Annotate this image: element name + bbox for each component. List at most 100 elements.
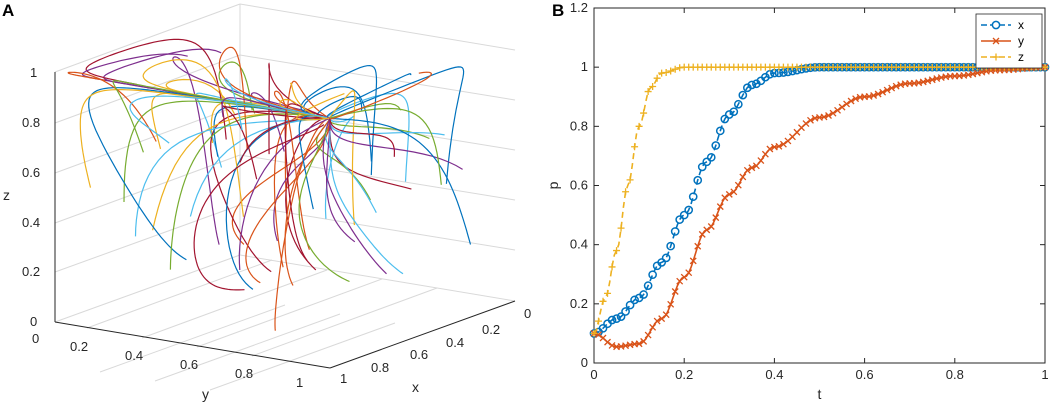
x-axis-label: x: [412, 379, 419, 395]
legend-marker-z: [992, 53, 1000, 61]
marker-y: [820, 113, 828, 121]
z-tick-0-8: 0.8: [22, 115, 40, 130]
marker-y: [707, 223, 715, 230]
marker-y: [847, 97, 855, 105]
trajectory-line: [142, 59, 245, 217]
marker-z: [640, 109, 648, 117]
marker-y: [852, 95, 860, 103]
trajectory-line: [284, 103, 328, 261]
trajectory-line: [329, 119, 395, 157]
y-tick-0-8: 0.8: [235, 366, 253, 381]
trajectory-line: [329, 90, 356, 226]
marker-y: [743, 166, 751, 174]
z-tick-0-2: 0.2: [22, 264, 40, 279]
marker-y: [739, 173, 747, 181]
marker-y: [779, 140, 787, 148]
marker-y: [734, 181, 742, 189]
marker-x: [693, 175, 703, 185]
marker-y: [712, 214, 720, 222]
marker-x: [648, 270, 657, 280]
x-tick-0: 0: [524, 306, 531, 321]
legend-marker-y: [992, 37, 1000, 45]
marker-y: [807, 116, 814, 124]
x-tick-0-6: 0.6: [410, 347, 428, 362]
legend-label-y: y: [1018, 34, 1024, 48]
panel-a-y-ticks: 0 0.2 0.4 0.6 0.8 1: [32, 331, 303, 390]
marker-z: [662, 69, 670, 77]
marker-x: [639, 290, 648, 299]
b-x-tick-label: 0.2: [675, 367, 693, 382]
marker-z: [617, 224, 625, 232]
marker-y: [685, 269, 693, 277]
b-x-tick-label: 0.6: [856, 367, 874, 382]
marker-y: [730, 188, 738, 196]
x-tick-0-8: 0.8: [371, 360, 389, 375]
marker-y: [716, 203, 724, 211]
marker-x: [675, 215, 685, 224]
y-tick-0-4: 0.4: [125, 348, 143, 363]
marker-y: [879, 88, 887, 96]
marker-z: [1041, 63, 1049, 71]
b-x-tick-label: 0: [590, 367, 597, 382]
marker-z: [608, 263, 616, 271]
marker-z: [599, 297, 607, 305]
b-y-tick-label: 0.6: [570, 178, 588, 193]
marker-y: [703, 226, 711, 234]
x-tick-0-4: 0.4: [446, 335, 464, 350]
legend-marker-x: [991, 20, 1001, 30]
marker-x: [607, 315, 617, 325]
marker-y: [635, 340, 643, 348]
marker-x: [715, 126, 725, 136]
panel-b-label: B: [552, 1, 564, 20]
marker-x: [688, 192, 698, 202]
marker-x: [666, 241, 676, 251]
panel-b-axes: 0 0.2 0.4 0.6 0.8 1 0 0.2 0.4 0.6 0.8 1 1.2 t p xyz: [545, 0, 1050, 402]
y-tick-0: 0: [32, 331, 39, 346]
legend-label-z: z: [1018, 50, 1024, 64]
marker-y: [653, 317, 661, 325]
trajectory-line: [129, 95, 298, 144]
marker-y: [766, 145, 774, 153]
marker-z: [622, 188, 630, 196]
trajectory-line: [224, 78, 327, 131]
panel-a-front-axes: [54, 72, 516, 369]
z-axis-label: z: [3, 187, 10, 203]
marker-x: [711, 141, 721, 150]
marker-x: [738, 90, 748, 100]
y-tick-0-2: 0.2: [70, 339, 88, 354]
marker-z: [671, 65, 679, 73]
b-x-axis-label: t: [818, 386, 822, 402]
z-tick-1: 1: [30, 65, 37, 80]
marker-y: [843, 100, 851, 108]
b-y-tick-label: 1.2: [570, 0, 588, 15]
b-y-tick-label: 1: [581, 59, 588, 74]
b-x-tick-label: 0.8: [946, 367, 964, 382]
marker-y: [640, 337, 648, 345]
marker-z: [595, 317, 603, 325]
marker-x: [625, 300, 635, 310]
marker-y: [644, 331, 652, 339]
trajectory-line: [218, 46, 302, 150]
marker-y: [757, 157, 765, 165]
b-y-axis-label: p: [545, 181, 561, 189]
marker-y: [888, 84, 896, 92]
marker-y: [604, 338, 611, 346]
marker-x: [621, 307, 630, 316]
panel-a-label: A: [2, 1, 14, 20]
marker-x: [679, 210, 689, 220]
marker-y: [834, 106, 841, 114]
marker-z: [613, 247, 621, 255]
marker-x: [612, 314, 621, 323]
marker-x: [616, 312, 626, 321]
marker-z: [653, 74, 661, 82]
marker-x: [706, 152, 716, 162]
trajectory-line: [329, 130, 404, 275]
marker-y: [667, 300, 675, 308]
trajectory-line: [193, 124, 325, 291]
marker-y: [671, 288, 679, 295]
marker-y: [802, 120, 810, 128]
panel-a-trajectories: [67, 38, 472, 331]
marker-x: [657, 258, 667, 267]
marker-x: [733, 99, 743, 109]
